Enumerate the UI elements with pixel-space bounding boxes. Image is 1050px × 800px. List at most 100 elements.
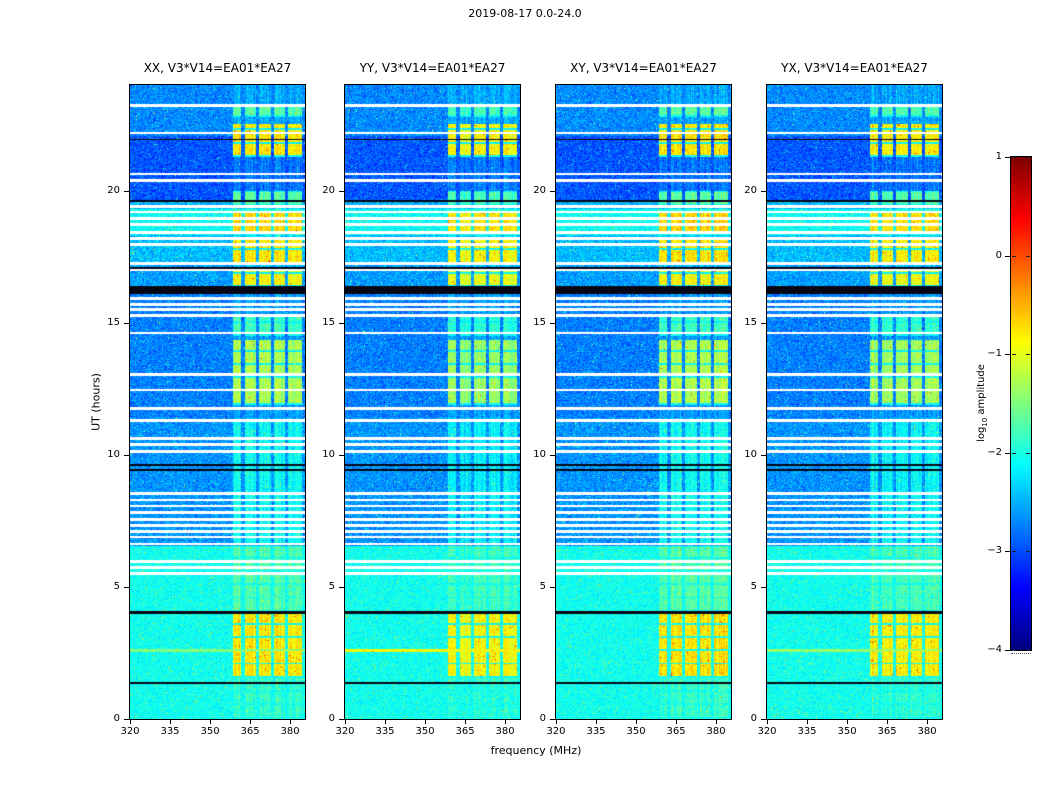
y-tick bbox=[124, 322, 129, 324]
y-tick-label: 5 bbox=[328, 580, 335, 592]
panel-title: YX, V3*V14=EA01*EA27 bbox=[781, 61, 928, 75]
colorbar-tick-label: 0 bbox=[995, 249, 1002, 261]
y-tick bbox=[761, 586, 766, 588]
y-tick bbox=[761, 454, 766, 456]
x-tick-label: 380 bbox=[495, 726, 515, 737]
colorbar-tick-dash bbox=[1026, 551, 1030, 553]
y-tick-label: 5 bbox=[113, 580, 120, 592]
x-tick bbox=[636, 720, 638, 724]
x-tick bbox=[716, 720, 718, 724]
x-tick bbox=[250, 720, 252, 724]
x-tick bbox=[425, 720, 427, 724]
panel-title: XY, V3*V14=EA01*EA27 bbox=[570, 61, 717, 75]
y-tick bbox=[761, 190, 766, 192]
x-tick bbox=[170, 720, 171, 724]
colorbar-tick bbox=[1005, 452, 1010, 454]
y-tick bbox=[550, 322, 555, 324]
x-tick-label: 365 bbox=[666, 726, 686, 737]
colorbar-label: log10 amplitude bbox=[976, 364, 989, 442]
colorbar-tick-dash bbox=[1026, 255, 1030, 257]
colorbar-label-post: amplitude bbox=[976, 364, 987, 418]
x-tick-label: 350 bbox=[200, 726, 220, 737]
y-tick bbox=[124, 454, 129, 456]
colorbar bbox=[1010, 156, 1032, 651]
x-tick bbox=[676, 720, 678, 724]
colorbar-tick-dash bbox=[1012, 157, 1016, 158]
x-tick-label: 365 bbox=[877, 726, 897, 737]
colorbar-tick-dash bbox=[1026, 650, 1030, 651]
colorbar-tick bbox=[1005, 354, 1010, 356]
x-tick-label: 320 bbox=[335, 726, 355, 737]
colorbar-tick-dash bbox=[1012, 551, 1016, 553]
colorbar-tick-dash bbox=[1012, 255, 1016, 257]
y-tick bbox=[550, 719, 555, 720]
x-tick-label: 320 bbox=[757, 726, 777, 737]
x-tick bbox=[887, 720, 889, 724]
y-tick bbox=[124, 586, 129, 588]
colorbar-tick-label: −3 bbox=[987, 545, 1002, 557]
x-tick-label: 335 bbox=[586, 726, 606, 737]
y-tick bbox=[761, 719, 766, 720]
x-tick-label: 365 bbox=[455, 726, 475, 737]
x-tick bbox=[345, 720, 346, 724]
x-tick-label: 320 bbox=[120, 726, 140, 737]
spectrogram-panel-xx bbox=[129, 84, 306, 720]
panel-title: YY, V3*V14=EA01*EA27 bbox=[359, 61, 506, 75]
colorbar-tick-dash bbox=[1026, 452, 1030, 454]
colorbar-tick-dash bbox=[1026, 157, 1030, 158]
y-tick bbox=[550, 586, 555, 588]
colorbar-tick bbox=[1005, 551, 1010, 553]
spectrogram-panel-yy bbox=[344, 84, 521, 720]
y-axis-label: UT (hours) bbox=[89, 373, 103, 431]
x-tick bbox=[210, 720, 212, 724]
x-tick bbox=[290, 720, 292, 724]
y-tick-label: 0 bbox=[113, 713, 120, 724]
y-tick-label: 10 bbox=[744, 448, 757, 460]
x-tick bbox=[847, 720, 849, 724]
y-tick bbox=[550, 190, 555, 192]
y-tick-label: 20 bbox=[533, 184, 546, 196]
colorbar-tick bbox=[1005, 650, 1010, 651]
y-tick bbox=[550, 454, 555, 456]
colorbar-tick-label: −1 bbox=[987, 348, 1002, 360]
y-tick bbox=[761, 322, 766, 324]
x-tick-label: 350 bbox=[415, 726, 435, 737]
y-tick-label: 5 bbox=[750, 580, 757, 592]
y-tick-label: 10 bbox=[322, 448, 335, 460]
y-tick bbox=[124, 719, 129, 720]
x-tick-label: 320 bbox=[546, 726, 566, 737]
y-tick-label: 5 bbox=[539, 580, 546, 592]
colorbar-extend-dots bbox=[1011, 653, 1031, 654]
y-tick-label: 10 bbox=[107, 448, 120, 460]
y-tick-label: 15 bbox=[744, 316, 757, 328]
x-tick-label: 335 bbox=[160, 726, 180, 737]
x-tick bbox=[505, 720, 507, 724]
y-tick-label: 20 bbox=[744, 184, 757, 196]
x-tick bbox=[385, 720, 386, 724]
y-tick bbox=[339, 719, 344, 720]
x-tick-label: 335 bbox=[375, 726, 395, 737]
y-tick-label: 15 bbox=[533, 316, 546, 328]
x-tick bbox=[767, 720, 768, 724]
colorbar-tick-dash bbox=[1012, 650, 1016, 651]
colorbar-tick-label: 1 bbox=[995, 151, 1002, 162]
colorbar-tick-dash bbox=[1026, 354, 1030, 356]
y-tick-label: 0 bbox=[328, 713, 335, 724]
y-tick-label: 0 bbox=[750, 713, 757, 724]
y-tick bbox=[124, 190, 129, 192]
panel-title: XX, V3*V14=EA01*EA27 bbox=[143, 61, 292, 75]
x-tick bbox=[130, 720, 131, 724]
x-tick-label: 380 bbox=[280, 726, 300, 737]
x-tick-label: 335 bbox=[797, 726, 817, 737]
x-tick bbox=[556, 720, 557, 724]
colorbar-tick-label: −2 bbox=[987, 446, 1002, 458]
y-tick-label: 15 bbox=[107, 316, 120, 328]
y-tick bbox=[339, 454, 344, 456]
y-tick bbox=[339, 190, 344, 192]
colorbar-label-sub: 10 bbox=[981, 417, 989, 427]
colorbar-tick bbox=[1005, 157, 1010, 158]
x-tick bbox=[465, 720, 467, 724]
x-tick-label: 350 bbox=[837, 726, 857, 737]
x-tick bbox=[596, 720, 597, 724]
